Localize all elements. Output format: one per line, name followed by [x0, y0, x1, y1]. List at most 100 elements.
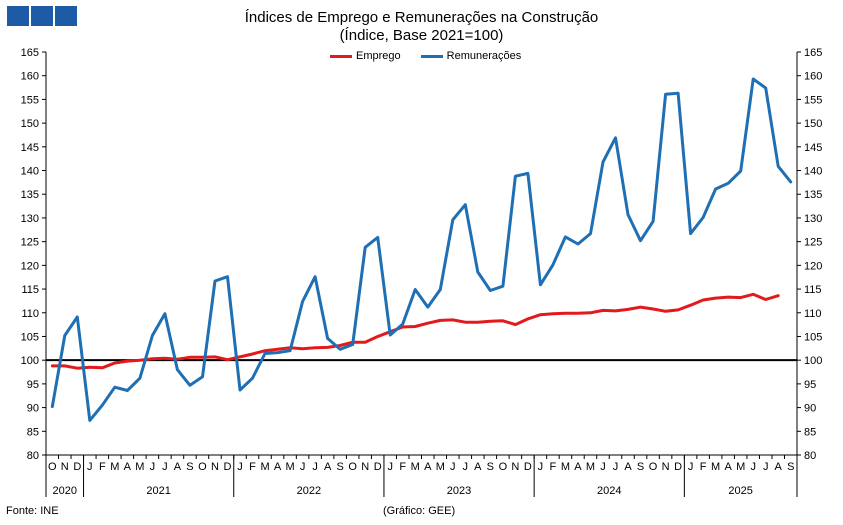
x-tick-label-year: 2020: [53, 485, 77, 497]
source-note: Fonte: INE: [6, 505, 59, 517]
x-tick-label-month: A: [574, 461, 582, 473]
legend-item-remuneracoes: Remunerações: [420, 50, 522, 62]
y-tick-label-right: 105: [804, 331, 822, 343]
y-tick-label-right: 100: [804, 355, 822, 367]
y-tick-label-left: 160: [21, 71, 39, 83]
legend-item-emprego: Emprego: [330, 50, 401, 62]
x-tick-label-month: J: [150, 461, 156, 473]
x-tick-label-month: J: [750, 461, 756, 473]
y-tick-label-left: 125: [21, 237, 39, 249]
x-tick-label-month: J: [613, 461, 619, 473]
x-tick-label-month: F: [550, 461, 557, 473]
y-tick-label-left: 145: [21, 142, 39, 154]
x-tick-label-month: F: [249, 461, 256, 473]
x-tick-label-month: M: [586, 461, 595, 473]
x-tick-label-month: S: [336, 461, 343, 473]
x-tick-label-month: M: [260, 461, 269, 473]
x-tick-label-month: O: [348, 461, 357, 473]
legend: Emprego Remunerações: [330, 50, 535, 62]
x-tick-label-month: F: [99, 461, 106, 473]
y-tick-label-left: 100: [21, 355, 39, 367]
legend-swatch-emprego: [330, 54, 352, 58]
series-line-remuneracoes: [50, 77, 793, 422]
y-tick-label-left: 135: [21, 189, 39, 201]
x-tick-label-month: D: [73, 461, 81, 473]
x-tick-label-month: J: [688, 461, 694, 473]
x-tick-label-month: J: [387, 461, 393, 473]
y-tick-label-right: 155: [804, 94, 822, 106]
chart-subtitle: (Índice, Base 2021=100): [339, 27, 504, 44]
x-tick-label-month: J: [450, 461, 456, 473]
x-tick-label-month: M: [110, 461, 119, 473]
x-tick-label-month: S: [186, 461, 193, 473]
logo-block-3: [55, 6, 77, 26]
y-tick-label-left: 110: [21, 308, 39, 320]
y-tick-label-right: 145: [804, 142, 822, 154]
y-tick-label-right: 150: [804, 118, 822, 130]
x-tick-label-month: A: [324, 461, 332, 473]
y-tick-label-right: 135: [804, 189, 822, 201]
x-tick-label-month: S: [487, 461, 494, 473]
x-tick-label-month: J: [463, 461, 469, 473]
x-tick-label-month: M: [411, 461, 420, 473]
y-tick-label-right: 110: [804, 308, 822, 320]
x-tick-label-month: J: [237, 461, 243, 473]
legend-label-remuneracoes: Remunerações: [446, 50, 522, 62]
x-tick-label-year: 2021: [146, 485, 170, 497]
x-tick-label-month: A: [775, 461, 783, 473]
x-tick-label-month: N: [511, 461, 519, 473]
y-tick-label-right: 130: [804, 213, 822, 225]
y-tick-label-left: 140: [21, 166, 39, 178]
x-tick-label-month: J: [300, 461, 306, 473]
y-tick-label-right: 165: [804, 47, 822, 59]
x-tick-label-month: F: [700, 461, 707, 473]
legend-label-emprego: Emprego: [356, 50, 401, 62]
y-tick-label-left: 80: [27, 450, 39, 462]
x-tick-label-month: O: [48, 461, 57, 473]
x-tick-label-month: M: [561, 461, 570, 473]
chart-title: Índices de Emprego e Remunerações na Con…: [244, 9, 599, 26]
y-tick-label-right: 160: [804, 71, 822, 83]
x-tick-label-month: A: [624, 461, 632, 473]
x-tick-label-month: A: [724, 461, 732, 473]
x-tick-label-month: D: [224, 461, 232, 473]
x-tick-label-month: M: [285, 461, 294, 473]
series-line-emprego: [50, 292, 780, 370]
x-tick-label-month: F: [399, 461, 406, 473]
y-tick-label-left: 105: [21, 331, 39, 343]
y-tick-label-left: 90: [27, 403, 39, 415]
y-tick-label-right: 120: [804, 260, 822, 272]
x-tick-label-month: N: [361, 461, 369, 473]
legend-swatch-remuneracoes: [420, 54, 443, 58]
x-tick-label-month: M: [736, 461, 745, 473]
x-tick-label-month: A: [274, 461, 282, 473]
x-tick-label-month: D: [374, 461, 382, 473]
y-tick-label-left: 165: [21, 47, 39, 59]
x-tick-label-month: M: [711, 461, 720, 473]
x-tick-label-year: 2022: [297, 485, 321, 497]
y-tick-label-left: 150: [21, 118, 39, 130]
x-tick-label-month: O: [649, 461, 658, 473]
y-tick-label-left: 115: [21, 284, 39, 296]
x-tick-label-month: D: [674, 461, 682, 473]
chart-area: 80 80 85 85 90 90 95 95 100 100 105 105 110 110 115 115…: [21, 47, 822, 497]
x-tick-label-month: J: [87, 461, 93, 473]
x-tick-label-month: N: [61, 461, 69, 473]
x-tick-label-month: J: [538, 461, 544, 473]
y-tick-label-left: 85: [27, 426, 39, 438]
x-tick-label-month: A: [124, 461, 132, 473]
x-tick-label-month: S: [637, 461, 644, 473]
x-tick-label-month: J: [763, 461, 769, 473]
logo-block-2: [31, 6, 53, 26]
x-tick-label-month: A: [174, 461, 182, 473]
x-tick-label-month: M: [135, 461, 144, 473]
logo-block-1: [7, 6, 29, 26]
x-tick-label-year: 2024: [597, 485, 621, 497]
y-tick-label-right: 90: [804, 403, 816, 415]
y-tick-label-right: 95: [804, 379, 816, 391]
x-tick-label-month: J: [600, 461, 606, 473]
x-tick-label-month: O: [499, 461, 508, 473]
x-tick-label-month: O: [198, 461, 207, 473]
x-tick-label-month: D: [524, 461, 532, 473]
x-tick-label-year: 2025: [728, 485, 752, 497]
